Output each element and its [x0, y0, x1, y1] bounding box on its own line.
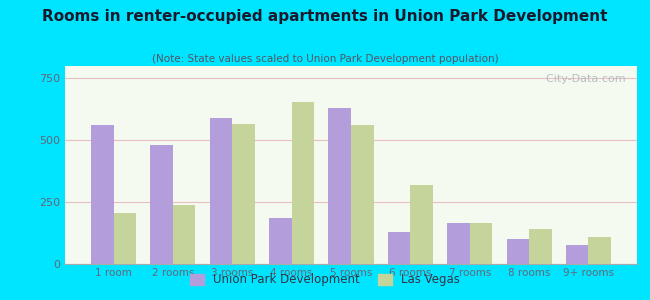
Bar — [588, 237, 611, 264]
Bar — [351, 125, 374, 264]
Text: (Note: State values scaled to Union Park Development population): (Note: State values scaled to Union Park… — [151, 54, 499, 64]
Bar — [566, 245, 588, 264]
Bar — [470, 223, 492, 264]
Legend: Union Park Development, Las Vegas: Union Park Development, Las Vegas — [185, 269, 465, 291]
Bar — [328, 108, 351, 264]
Bar — [410, 185, 433, 264]
Bar — [232, 124, 255, 264]
Bar — [506, 239, 529, 264]
Bar — [114, 213, 136, 264]
Bar — [529, 229, 552, 264]
Bar — [388, 232, 410, 264]
Bar — [292, 102, 314, 264]
Bar — [447, 223, 470, 264]
Bar — [173, 205, 196, 264]
Text: Rooms in renter-occupied apartments in Union Park Development: Rooms in renter-occupied apartments in U… — [42, 9, 608, 24]
Bar — [269, 218, 292, 264]
Bar — [150, 145, 173, 264]
Bar — [210, 118, 232, 264]
Text: City-Data.com: City-Data.com — [539, 74, 625, 84]
Bar — [91, 125, 114, 264]
